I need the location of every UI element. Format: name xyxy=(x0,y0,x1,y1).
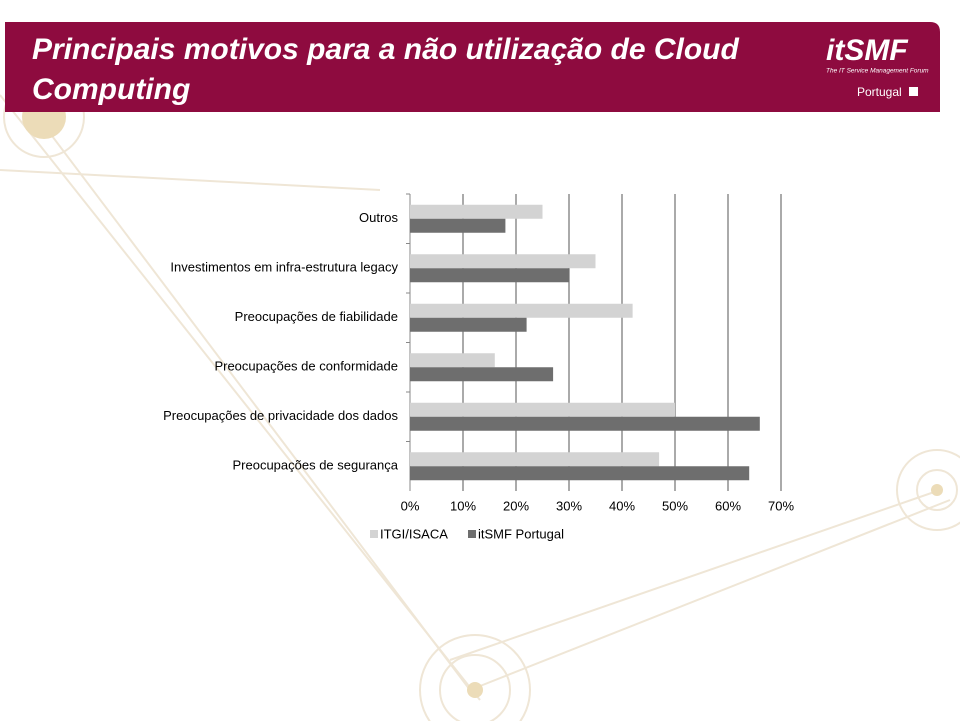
bar xyxy=(410,268,569,283)
legend-label: ITGI/ISACA xyxy=(380,526,448,541)
bar xyxy=(410,254,596,269)
region: Portugal xyxy=(857,85,902,99)
region-square xyxy=(909,87,918,96)
x-tick-label: 20% xyxy=(503,498,529,513)
bar xyxy=(410,402,675,417)
legend-swatch xyxy=(370,530,378,538)
logo: itSMF xyxy=(826,34,908,67)
bar xyxy=(410,416,760,431)
y-tick-label: Investimentos em infra-estrutura legacy xyxy=(170,260,398,275)
logo-subtitle: The IT Service Management Forum xyxy=(826,68,929,75)
bar xyxy=(410,452,660,467)
bar xyxy=(410,218,506,233)
bar xyxy=(410,367,554,382)
decoration-dot xyxy=(931,484,943,496)
x-tick-label: 40% xyxy=(609,498,635,513)
header-band xyxy=(5,22,940,112)
x-tick-label: 0% xyxy=(401,498,420,513)
y-tick-label: Preocupações de privacidade dos dados xyxy=(163,408,398,423)
y-tick-label: Preocupações de fiabilidade xyxy=(235,309,398,324)
decoration-dot xyxy=(467,682,483,698)
x-tick-label: 70% xyxy=(768,498,794,513)
legend-label: itSMF Portugal xyxy=(478,526,564,541)
y-tick-label: Outros xyxy=(359,210,399,225)
decoration xyxy=(0,76,960,726)
y-tick-label: Preocupações de conformidade xyxy=(214,359,398,374)
title-box: Principais motivos para a não utilização… xyxy=(32,33,739,106)
x-tick-label: 50% xyxy=(662,498,688,513)
x-tick-label: 60% xyxy=(715,498,741,513)
x-tick-label: 30% xyxy=(556,498,582,513)
x-tick-label: 10% xyxy=(450,498,476,513)
bar xyxy=(410,303,633,318)
bar xyxy=(410,353,495,368)
y-tick-label: Preocupações de segurança xyxy=(232,458,398,473)
bar xyxy=(410,204,543,219)
bar xyxy=(410,466,750,481)
bar xyxy=(410,317,527,332)
chart-title: Principais motivos para a não utilização… xyxy=(32,33,739,106)
legend-swatch xyxy=(468,530,476,538)
chart: 0% 10% 20% 30% 40% 50% 60% 70% Outros Investiment… xyxy=(163,193,794,541)
